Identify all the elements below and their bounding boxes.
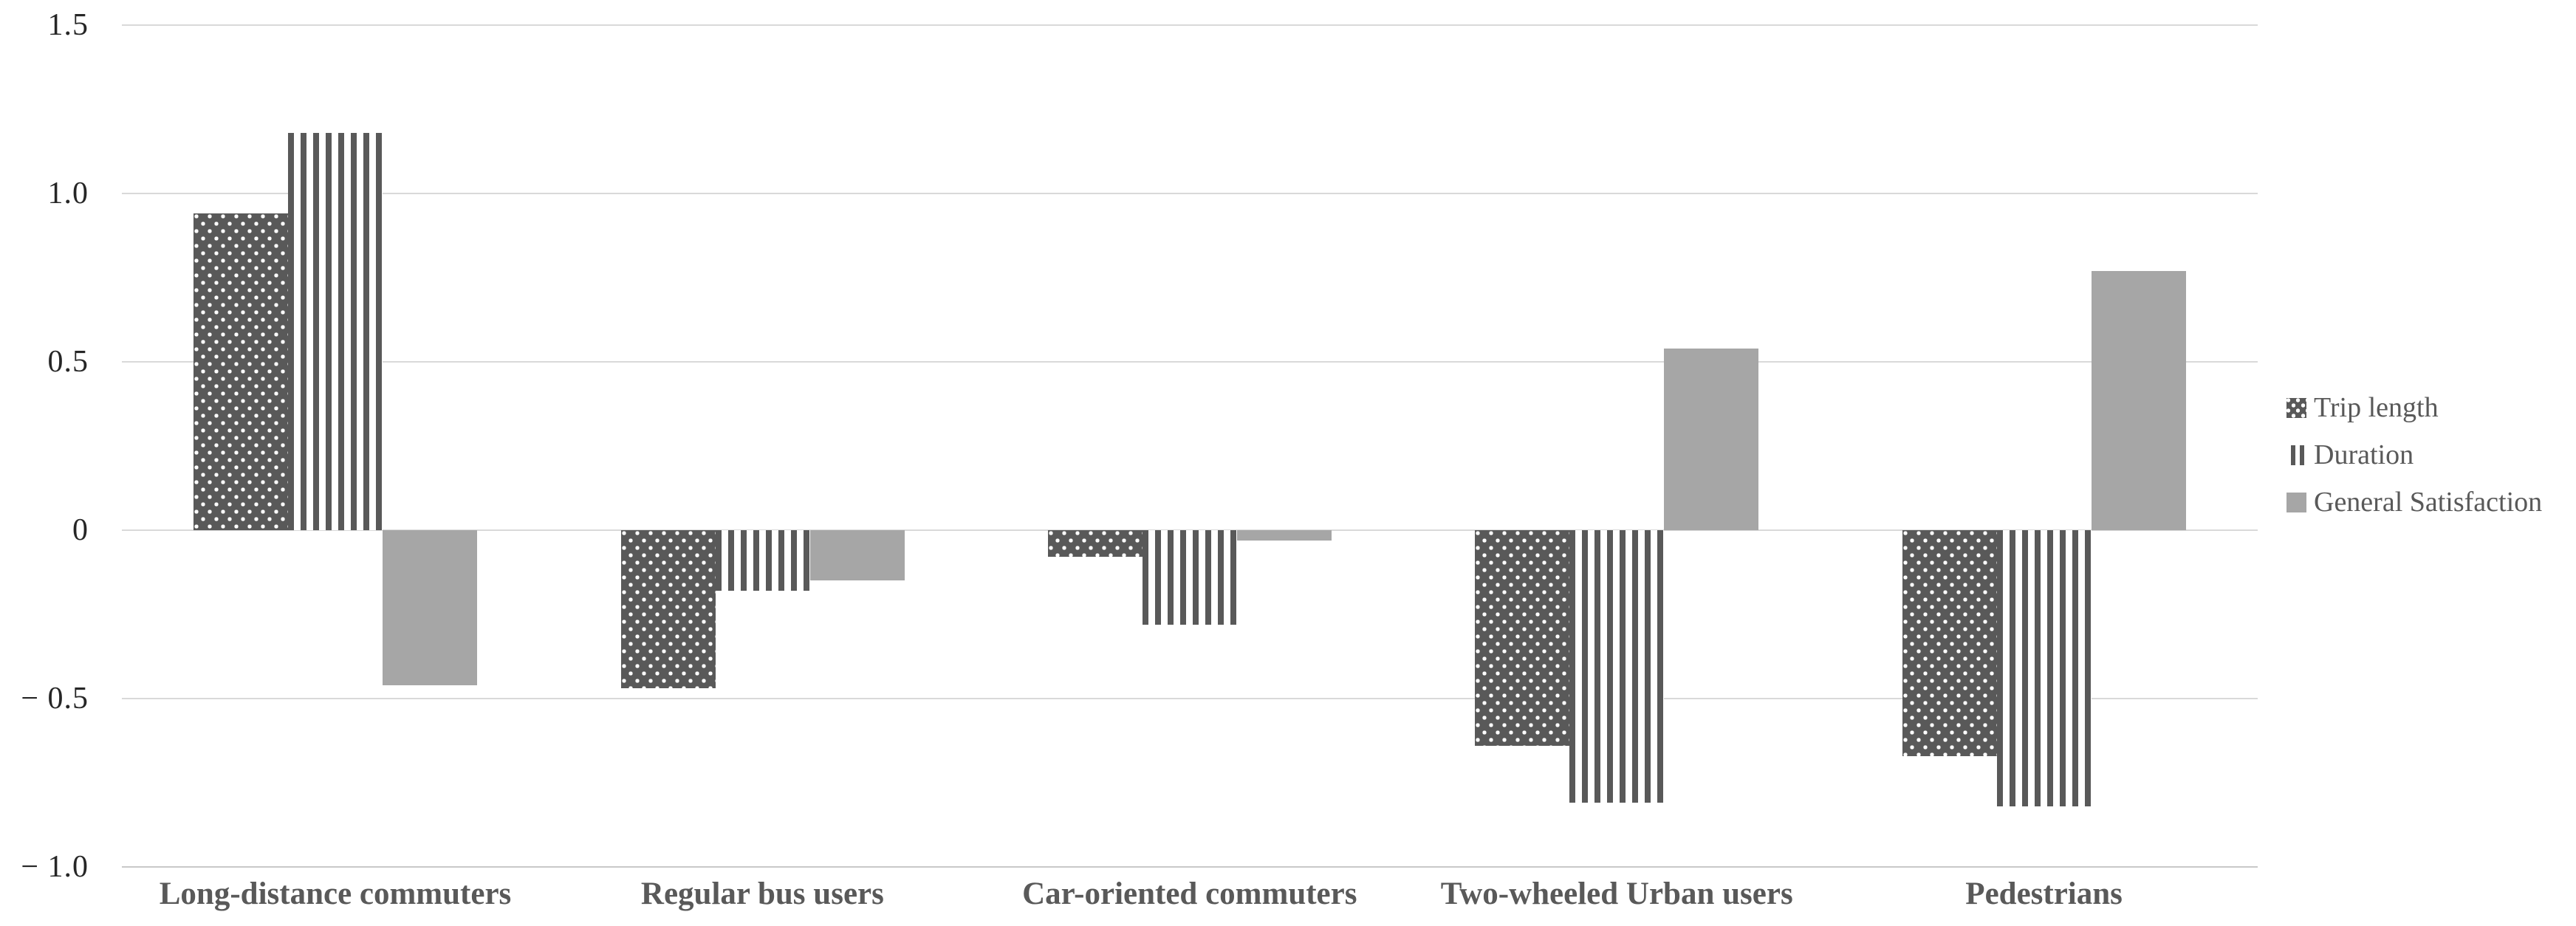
- bar-dots: [1902, 530, 1997, 756]
- y-axis-tick-label: 0.5: [47, 345, 89, 379]
- category-label: Long-distance commuters: [159, 877, 512, 911]
- bar-dots: [193, 213, 289, 530]
- legend-label: Duration: [2314, 439, 2414, 470]
- legend-label: General Satisfaction: [2314, 487, 2543, 518]
- plot-area: [122, 24, 2258, 868]
- bar-solid: [1237, 530, 1332, 541]
- gridline: [122, 698, 2258, 699]
- category-label: Car-oriented commuters: [1022, 877, 1357, 911]
- category-label: Two-wheeled Urban users: [1440, 877, 1793, 911]
- bar-solid: [2091, 270, 2186, 530]
- gridline: [122, 866, 2258, 868]
- category-label: Pedestrians: [1965, 877, 2123, 911]
- bar-stripes: [1996, 530, 2092, 806]
- bar-solid: [383, 530, 478, 685]
- gridline: [122, 24, 2258, 26]
- legend-swatch-icon: [2286, 397, 2306, 418]
- bar-stripes: [1569, 530, 1665, 803]
- legend: Trip length Duration General Satisfaction: [2286, 392, 2543, 536]
- legend-swatch-icon: [2286, 492, 2306, 512]
- bar-solid: [809, 530, 905, 581]
- y-axis-tick-label: 0: [72, 513, 89, 547]
- bar-dots: [1475, 530, 1570, 746]
- legend-item: Duration: [2286, 439, 2542, 470]
- legend-item: General Satisfaction: [2286, 487, 2543, 518]
- legend-item: Trip length: [2286, 392, 2542, 423]
- y-axis-tick-label: − 0.5: [21, 682, 89, 716]
- category-label: Regular bus users: [640, 877, 884, 911]
- gridline: [122, 361, 2258, 363]
- gridline: [122, 193, 2258, 194]
- y-axis-tick-label: 1.5: [47, 8, 89, 42]
- bar-stripes: [715, 530, 810, 591]
- bar-dots: [1048, 530, 1143, 558]
- y-axis-tick-label: 1.0: [47, 176, 89, 210]
- bar-stripes: [288, 132, 383, 530]
- y-axis-tick-label: − 1.0: [21, 850, 89, 884]
- legend-swatch-icon: [2286, 445, 2306, 465]
- bar-dots: [620, 530, 716, 689]
- legend-label: Trip length: [2314, 392, 2439, 423]
- bar-stripes: [1143, 530, 1237, 625]
- bar-solid: [1664, 348, 1759, 530]
